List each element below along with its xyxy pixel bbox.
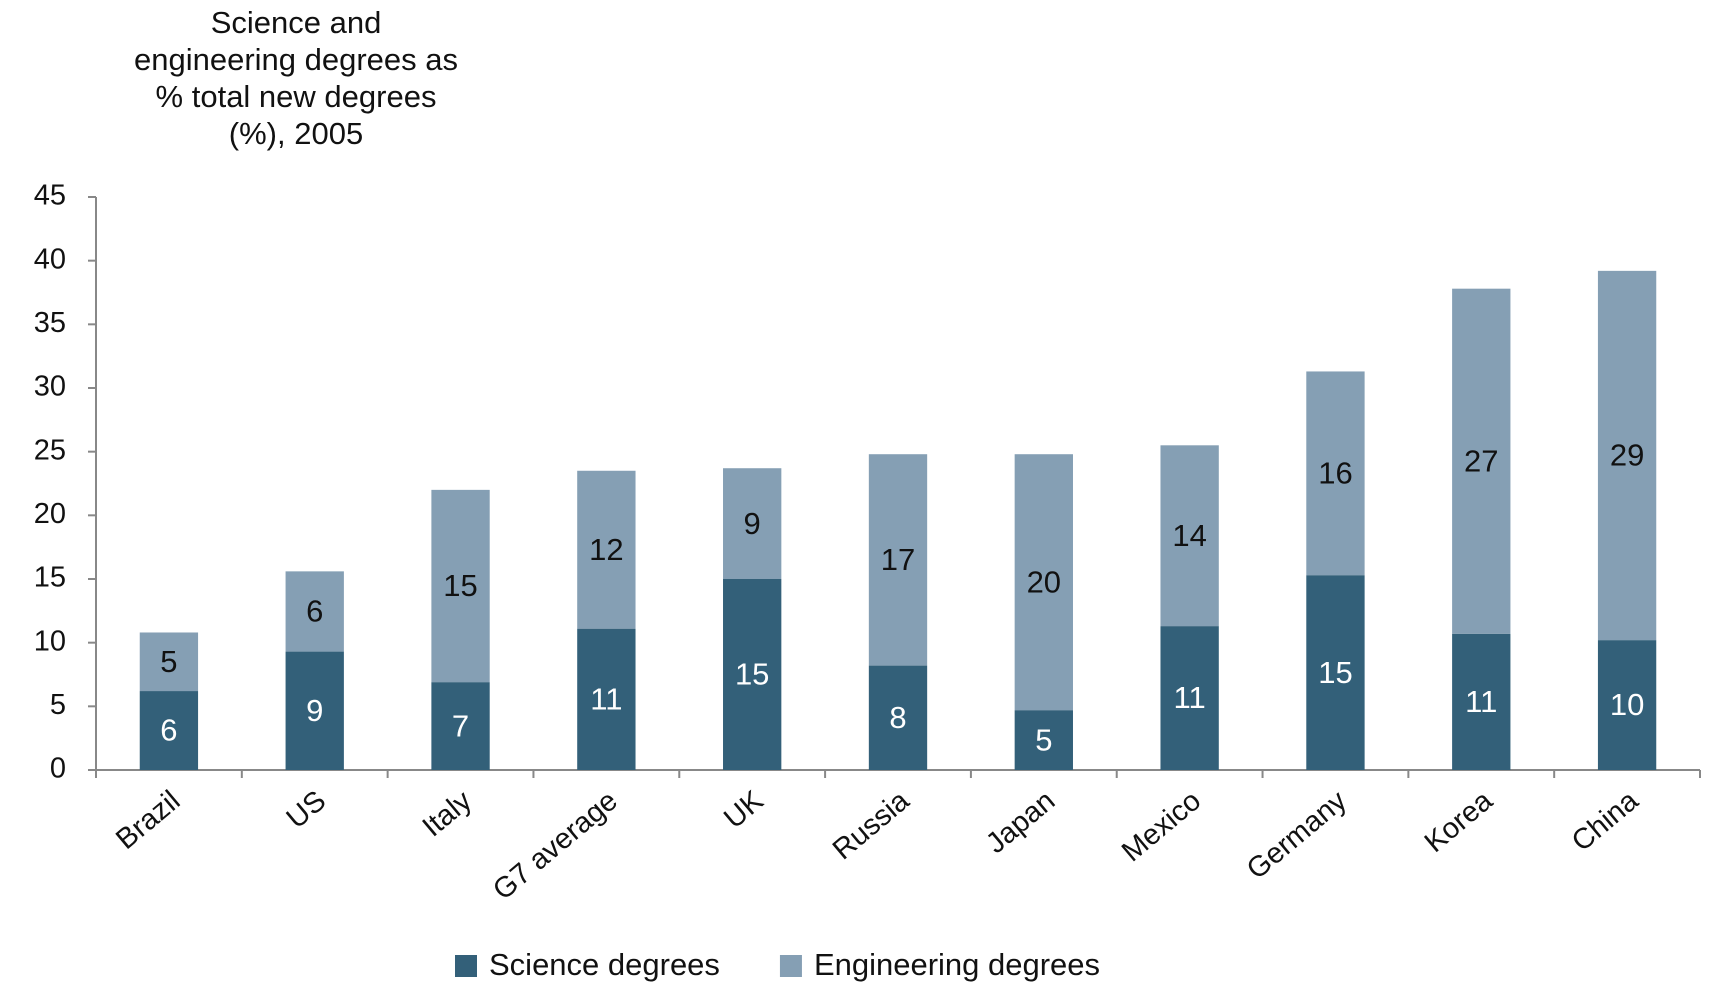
bar-segment — [139, 691, 199, 770]
data-label: 29 — [1610, 438, 1644, 473]
bar-segment — [723, 468, 782, 579]
x-tick-label: Japan — [980, 785, 1061, 860]
data-label: 7 — [452, 708, 469, 743]
bar-segment — [431, 682, 490, 770]
data-label: 27 — [1464, 443, 1498, 478]
x-tick-label: G7 average — [487, 785, 624, 907]
bar-segment — [1452, 288, 1511, 634]
x-tick-label: Korea — [1419, 784, 1500, 859]
bar-segment — [1452, 633, 1511, 770]
legend-swatch — [455, 955, 477, 977]
y-tick-label: 15 — [34, 562, 66, 594]
bar-segment — [139, 632, 199, 692]
bar-segment — [1306, 575, 1365, 770]
bar-segment — [285, 651, 344, 770]
data-label: 6 — [306, 594, 323, 629]
bar-segment — [1160, 445, 1219, 627]
data-label: 15 — [443, 568, 477, 603]
bar-segment — [285, 571, 344, 652]
bar-segment — [1160, 626, 1219, 770]
x-tick-label: Germany — [1241, 784, 1353, 885]
y-tick-label: 35 — [34, 307, 66, 339]
legend-swatch — [779, 955, 802, 977]
data-label: 20 — [1027, 564, 1061, 599]
data-label: 10 — [1610, 687, 1644, 722]
data-label: 9 — [306, 693, 323, 728]
data-label: 11 — [590, 682, 622, 717]
y-tick-label: 20 — [34, 498, 66, 530]
bar-segment — [1014, 710, 1073, 770]
x-tick-label: US — [281, 785, 332, 835]
bar-segment — [868, 454, 928, 666]
x-tick-label: UK — [718, 784, 770, 835]
y-tick-label: 30 — [34, 371, 66, 403]
data-label: 5 — [1035, 722, 1052, 757]
y-tick-label: 25 — [34, 434, 66, 466]
bar-segment — [723, 579, 782, 770]
y-tick-label: 45 — [34, 180, 66, 212]
bar-segment — [577, 628, 636, 770]
data-label: 11 — [1465, 684, 1497, 719]
x-tick-label: Russia — [827, 784, 916, 866]
x-tick-label: Italy — [417, 784, 479, 843]
legend-label: Engineering degrees — [814, 947, 1100, 982]
y-tick-label: 5 — [50, 689, 66, 721]
bar-segment — [1306, 371, 1365, 576]
x-tick-label: China — [1566, 784, 1645, 858]
data-label: 16 — [1318, 456, 1352, 491]
data-label: 17 — [881, 542, 915, 577]
legend-label: Science degrees — [489, 947, 720, 982]
data-label: 5 — [160, 644, 177, 679]
bar-segment — [1597, 640, 1657, 770]
bar-segment — [577, 470, 636, 629]
data-label: 8 — [889, 700, 906, 735]
data-label: 14 — [1172, 518, 1206, 553]
y-tick-label: 0 — [50, 753, 66, 785]
data-label: 15 — [1318, 655, 1352, 690]
x-tick-label: Brazil — [110, 785, 186, 856]
data-label: 15 — [735, 657, 769, 692]
y-tick-label: 40 — [34, 243, 66, 275]
y-tick-label: 10 — [34, 625, 66, 657]
bar-segment — [1014, 454, 1073, 711]
bar-segment — [868, 665, 928, 770]
x-tick-label: Mexico — [1116, 785, 1207, 869]
data-label: 11 — [1174, 680, 1206, 715]
bar-segment — [1597, 270, 1657, 641]
data-label: 9 — [744, 506, 761, 541]
data-label: 6 — [160, 713, 177, 748]
data-label: 12 — [589, 532, 623, 567]
chart-title: Science and engineering degrees as % tot… — [133, 5, 459, 151]
bar-segment — [431, 489, 490, 683]
